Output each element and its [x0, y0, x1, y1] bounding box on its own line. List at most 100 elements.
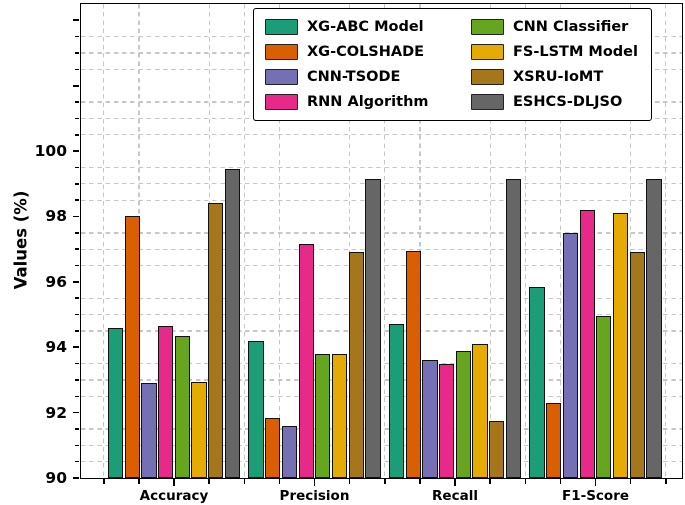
bar-xg-colshade-precision [265, 417, 281, 478]
bar-cnn-tsode-accuracy [141, 383, 157, 478]
legend-label: CNN Classifier [513, 19, 629, 35]
h-gridline [81, 362, 682, 365]
x-tick [665, 478, 667, 484]
bar-fs-lstm-model-f1-score [612, 213, 629, 478]
x-tick [278, 478, 281, 484]
v-gridline [665, 4, 667, 478]
legend-swatch [265, 19, 298, 35]
legend-swatch [265, 69, 298, 85]
x-tick [594, 478, 597, 487]
h-gridline [81, 134, 682, 136]
legend-item: CNN Classifier [471, 16, 638, 38]
x-category-label: Recall [432, 488, 478, 504]
y-tick [75, 264, 80, 267]
h-gridline [81, 444, 682, 446]
legend-label: XSRU-IoMT [513, 69, 604, 85]
y-tick [75, 395, 80, 398]
bar-rnn-algorithm-precision [298, 244, 314, 478]
x-tick [243, 478, 246, 484]
y-tick [75, 166, 80, 169]
legend-item: XG-COLSHADE [265, 41, 471, 63]
legend-item: XG-ABC Model [265, 16, 471, 38]
h-gridline [81, 395, 682, 397]
h-gridline [81, 330, 682, 332]
y-tick-label: 94 [45, 338, 67, 357]
v-gridline [349, 4, 351, 478]
bar-xg-abc-model-accuracy [107, 327, 124, 478]
y-tick [75, 134, 80, 136]
bar-fs-lstm-model-accuracy [191, 381, 207, 478]
x-tick [138, 478, 140, 484]
y-tick [75, 68, 80, 71]
x-tick [629, 478, 632, 484]
y-tick-label: 90 [45, 469, 67, 487]
x-tick [454, 478, 456, 487]
bar-cnn-classifier-recall [455, 350, 471, 478]
bar-xsru-iomt-precision [348, 252, 364, 478]
bar-xsru-iomt-f1-score [629, 252, 645, 478]
bar-rnn-algorithm-f1-score [579, 209, 595, 478]
y-tick-label: 100 [34, 142, 67, 161]
x-tick [489, 478, 491, 484]
v-gridline [524, 4, 526, 478]
h-gridline [81, 461, 682, 463]
y-tick [72, 84, 80, 87]
legend-item: FS-LSTM Model [471, 41, 638, 63]
y-tick-label: 92 [45, 403, 67, 422]
h-gridline [81, 313, 682, 316]
h-gridline [81, 232, 682, 234]
legend-label: XG-COLSHADE [307, 44, 425, 60]
x-tick [173, 478, 175, 487]
bar-fs-lstm-model-precision [331, 353, 348, 478]
y-tick [75, 117, 80, 120]
v-gridline [103, 4, 105, 478]
v-gridline [419, 4, 421, 478]
h-gridline [81, 379, 682, 381]
x-category-label: Precision [279, 488, 350, 504]
bar-xg-colshade-f1-score [546, 402, 562, 478]
y-tick [75, 101, 80, 103]
x-tick [208, 478, 210, 484]
legend-label: RNN Algorithm [307, 94, 429, 110]
bar-rnn-algorithm-accuracy [158, 325, 174, 478]
v-gridline [559, 4, 562, 478]
bar-xg-colshade-accuracy [124, 216, 140, 478]
y-tick [75, 444, 80, 447]
y-tick [75, 183, 80, 185]
y-tick-label: 96 [45, 272, 67, 291]
bar-xg-abc-model-f1-score [529, 286, 545, 478]
y-tick [72, 346, 80, 349]
y-tick [75, 362, 80, 365]
y-tick [75, 379, 80, 381]
y-tick [72, 215, 80, 218]
h-gridline [81, 248, 682, 250]
legend: XG-ABC Model XG-COLSHADE CNN-TSODE RNN Algo… [253, 8, 652, 121]
x-category-label: Accuracy [139, 488, 209, 504]
bar-cnn-classifier-f1-score [596, 316, 612, 478]
y-tick [72, 477, 80, 479]
bar-eshcs-dljso-precision [365, 178, 381, 478]
y-tick [75, 232, 80, 234]
y-tick [75, 428, 80, 430]
v-gridline [243, 4, 245, 478]
y-tick [72, 281, 80, 283]
legend-item: ESHCS-DLJSO [471, 91, 638, 113]
bar-xg-colshade-recall [405, 250, 421, 478]
y-axis-title: Values (%) [11, 190, 31, 290]
legend-swatch [471, 44, 504, 60]
bar-cnn-tsode-f1-score [562, 232, 579, 478]
bar-xg-abc-model-recall [388, 324, 405, 478]
legend-label: CNN-TSODE [307, 69, 401, 85]
bar-eshcs-dljso-recall [505, 178, 522, 478]
bar-rnn-algorithm-recall [439, 363, 455, 478]
bar-eshcs-dljso-f1-score [646, 178, 662, 478]
x-tick [524, 478, 527, 484]
h-gridline [81, 183, 682, 185]
h-gridline [81, 264, 682, 267]
legend-swatch [471, 19, 504, 35]
legend-label: FS-LSTM Model [513, 44, 638, 60]
y-tick [75, 199, 80, 201]
legend-swatch [471, 94, 504, 110]
bar-cnn-tsode-recall [422, 360, 438, 478]
y-tick [75, 330, 80, 332]
